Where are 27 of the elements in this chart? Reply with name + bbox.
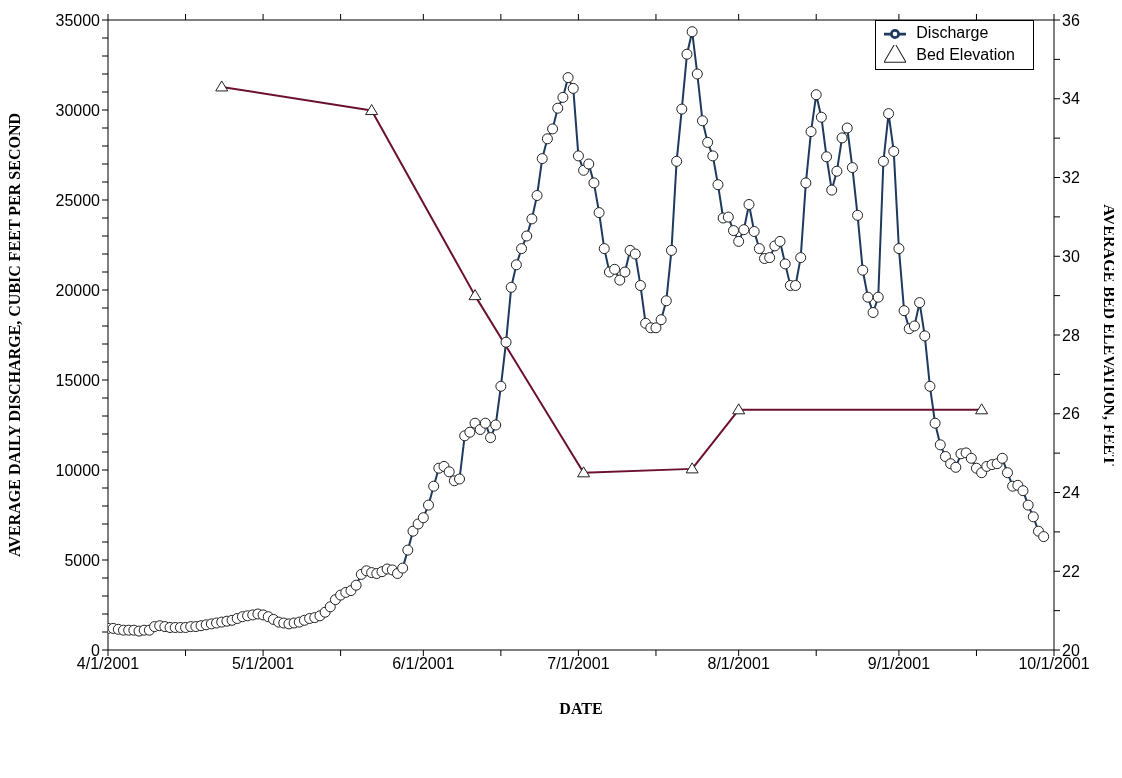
y-tick-label: 35000	[55, 11, 101, 29]
y2-tick-label: 30	[1062, 247, 1080, 265]
y2-tick-label: 26	[1062, 405, 1080, 423]
y2-tick-label: 32	[1062, 169, 1080, 187]
x-tick-label: 4/1/2001	[76, 655, 140, 673]
x-tick-label: 5/1/2001	[231, 655, 295, 673]
x-tick-label: 9/1/2001	[867, 655, 931, 673]
legend-label: Bed Elevation	[916, 45, 1015, 63]
x-tick-label: 6/1/2001	[392, 655, 455, 673]
y-tick-label: 10000	[55, 461, 101, 479]
x-tick-label: 8/1/2001	[707, 655, 770, 673]
y-tick-label: 15000	[55, 371, 101, 389]
x-axis-title: DATE	[559, 700, 603, 717]
x-tick-label: 10/1/2001	[1018, 655, 1090, 673]
y2-axis-title: AVERAGE BED ELEVATION, FEET	[1101, 204, 1119, 467]
y-tick-label: 20000	[55, 281, 101, 299]
y-axis-title: AVERAGE DAILY DISCHARGE, CUBIC FEET PER SECOND	[5, 112, 23, 558]
y-tick-label: 30000	[55, 101, 101, 119]
y-tick-label: 25000	[55, 191, 101, 209]
legend-label: Discharge	[916, 23, 989, 41]
y2-tick-label: 36	[1062, 11, 1080, 29]
y-tick-label: 5000	[64, 551, 101, 569]
y2-tick-label: 28	[1062, 326, 1080, 344]
y2-tick-label: 24	[1062, 484, 1080, 502]
y2-tick-label: 22	[1062, 562, 1080, 580]
y2-tick-label: 34	[1062, 90, 1080, 108]
x-tick-label: 7/1/2001	[547, 655, 610, 673]
